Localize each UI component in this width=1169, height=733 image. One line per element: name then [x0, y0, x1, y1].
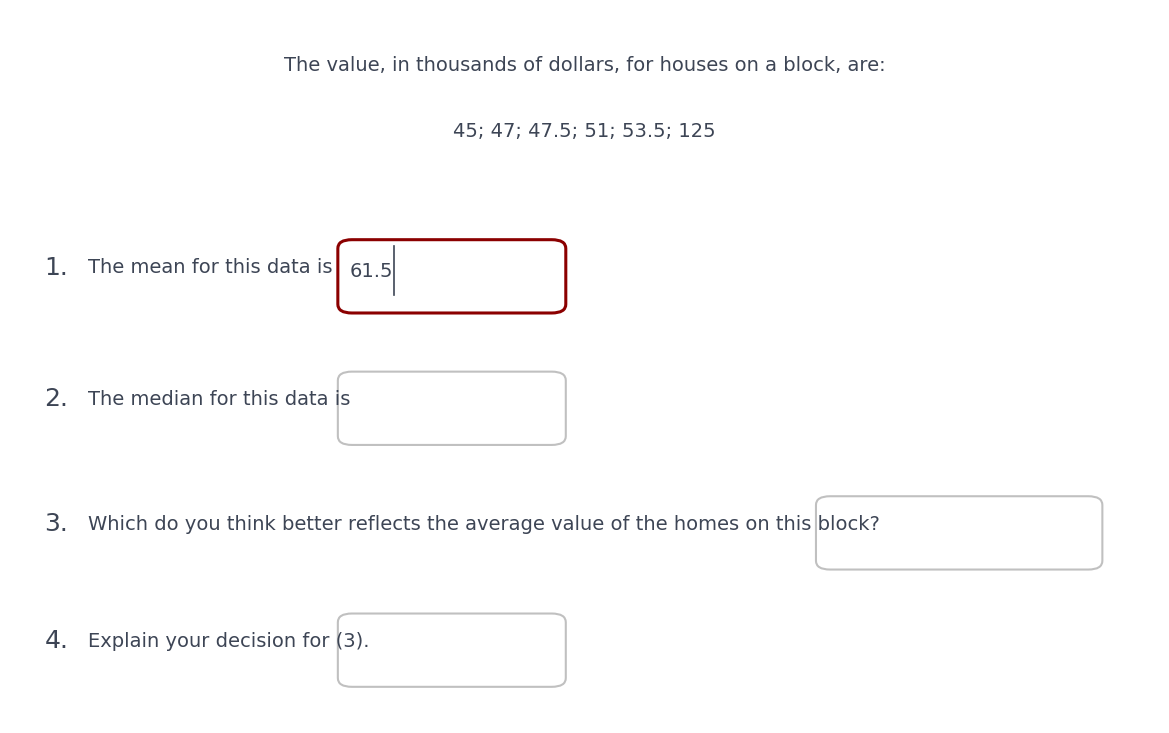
Text: The value, in thousands of dollars, for houses on a block, are:: The value, in thousands of dollars, for … [284, 56, 885, 75]
FancyBboxPatch shape [816, 496, 1102, 570]
Text: 4.: 4. [44, 630, 69, 653]
Text: 45; 47; 47.5; 51; 53.5; 125: 45; 47; 47.5; 51; 53.5; 125 [454, 122, 715, 141]
Text: 61.5: 61.5 [350, 262, 393, 281]
FancyBboxPatch shape [338, 240, 566, 313]
Text: The median for this data is: The median for this data is [88, 390, 350, 409]
Text: 3.: 3. [44, 512, 68, 536]
FancyBboxPatch shape [338, 372, 566, 445]
FancyBboxPatch shape [338, 614, 566, 687]
Text: Which do you think better reflects the average value of the homes on this block?: Which do you think better reflects the a… [88, 515, 879, 534]
Text: 1.: 1. [44, 256, 68, 279]
Text: The mean for this data is: The mean for this data is [88, 258, 332, 277]
Text: Explain your decision for (3).: Explain your decision for (3). [88, 632, 369, 651]
Text: 2.: 2. [44, 388, 69, 411]
